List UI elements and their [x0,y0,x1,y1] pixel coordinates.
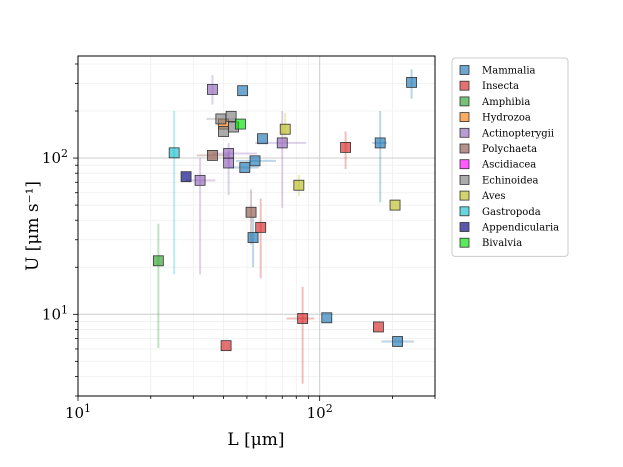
data-point [237,85,249,97]
data-point [297,313,309,324]
data-point [321,312,333,324]
data-point [194,174,206,186]
y-tick-label: 102 [42,147,68,167]
legend-label: Actinopterygii [481,128,554,139]
legend-marker [459,222,470,232]
data-point [293,179,305,191]
legend-label: Gastropoda [482,207,541,218]
legend-marker [459,112,470,122]
data-point [225,110,237,122]
legend: Mammalia Insecta Amphibia Hydrozoa Actinopte… [451,57,569,257]
data-point [389,199,401,211]
data-point [373,321,384,333]
data-point [239,162,251,173]
legend-label: Echinoidea [482,175,539,186]
data-point [207,84,218,95]
data-point [235,118,246,130]
data-point [168,147,180,159]
legend-marker [459,127,470,138]
legend-label: Aves [481,191,506,202]
data-point [255,221,267,233]
data-point [207,149,218,161]
data-point [223,148,235,159]
legend-marker [459,190,470,201]
error-bars [157,69,414,384]
legend-marker [459,65,470,75]
data-point [374,137,386,149]
legend-marker [459,174,470,185]
x-tick-label: 102 [307,402,333,422]
data-point [218,126,229,137]
legend-marker [459,206,470,217]
x-tick-label: 101 [65,402,91,422]
data-point [152,255,164,267]
legend-label: Ascidiacea [481,160,536,171]
legend-label: Bivalvia [482,238,522,249]
tick-labels: 101 102 101 102 [42,147,333,422]
y-tick-label: 101 [42,303,68,323]
data-point [257,133,268,145]
data-point [392,336,403,347]
axis-ticks [73,63,436,401]
legend-marker [459,159,470,170]
legend-label: Insecta [482,81,519,92]
legend-marker [459,143,470,154]
x-axis-label: L [μm] [227,430,284,450]
legend-box [451,57,569,257]
data-point [223,157,235,169]
plot-frame [77,55,436,397]
data-point [215,113,227,125]
data-point [279,123,291,135]
data-points [152,76,417,352]
data-point [245,206,257,218]
data-point [247,232,259,243]
data-point [249,155,261,167]
data-point [340,142,351,153]
legend-marker [459,80,470,91]
data-point [276,137,288,149]
data-point [406,76,417,88]
data-point [220,340,232,352]
y-axis-label: U [μm s⁻¹] [23,181,43,271]
legend-label: Mammalia [482,66,536,77]
legend-label: Amphibia [481,97,530,108]
legend-label: Appendicularia [481,223,559,234]
legend-marker [459,96,470,107]
data-point [180,171,192,183]
legend-label: Polychaeta [482,144,537,155]
legend-label: Hydrozoa [482,113,531,124]
legend-marker [459,237,470,248]
